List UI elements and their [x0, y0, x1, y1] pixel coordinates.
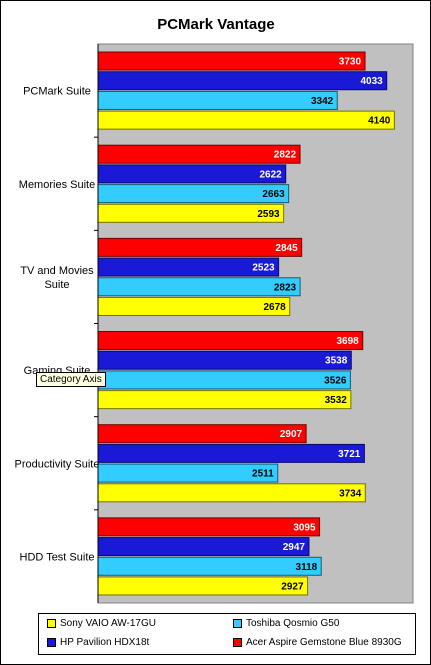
legend-label-toshiba: Toshiba Qosmio G50 [246, 618, 340, 629]
bar [97, 517, 321, 537]
data-label: 2822 [274, 150, 297, 161]
data-label: 2947 [283, 542, 306, 553]
data-label: 2622 [259, 169, 282, 180]
data-label: 3734 [339, 488, 362, 499]
bar [97, 350, 352, 370]
bar [97, 277, 301, 297]
data-label: 2845 [275, 243, 298, 254]
data-label: 2593 [257, 209, 280, 220]
data-label: 3095 [293, 522, 316, 533]
plot-area: PCMark Suite 3730 4033 3342 4140 Memories Sui… [15, 43, 414, 604]
bar [97, 144, 301, 164]
bar [97, 296, 291, 316]
data-label: 2823 [274, 282, 297, 293]
bar [97, 331, 364, 351]
category-label: Suite [44, 279, 69, 291]
bar [97, 90, 338, 110]
bar [97, 184, 290, 204]
category-axis-tooltip: Category Axis [36, 372, 106, 387]
legend-label-acer: Acer Aspire Gemstone Blue 8930G [246, 637, 402, 648]
chart-title: PCMark Vantage [157, 16, 275, 33]
bar [97, 576, 309, 596]
data-label: 2523 [252, 263, 275, 274]
bar [97, 443, 365, 463]
bar [97, 164, 287, 184]
legend-label-sony: Sony VAIO AW-17GU [60, 618, 156, 629]
bar [97, 390, 352, 410]
data-label: 2511 [252, 469, 274, 480]
legend-item-acer: Acer Aspire Gemstone Blue 8930G [233, 637, 402, 648]
bar [97, 463, 279, 483]
data-label: 3730 [339, 57, 362, 68]
bar [97, 537, 310, 557]
bar [97, 203, 285, 223]
bar [97, 483, 366, 503]
bar [97, 51, 366, 71]
legend-swatch-acer [233, 638, 242, 647]
legend-item-hp: HP Pavilion HDX18t [47, 637, 149, 648]
bar [97, 237, 303, 257]
data-label: 2927 [281, 581, 304, 592]
data-label: 3532 [325, 395, 348, 406]
plot-background [97, 43, 414, 604]
category-label: Memories Suite [19, 179, 95, 191]
legend-item-toshiba: Toshiba Qosmio G50 [233, 618, 339, 629]
data-label: 3698 [336, 336, 359, 347]
data-label: 2678 [263, 302, 286, 313]
data-label: 3526 [324, 375, 347, 386]
data-label: 3342 [311, 96, 334, 107]
legend-swatch-sony [47, 619, 56, 628]
data-label: 2907 [280, 429, 303, 440]
category-label: HDD Test Suite [20, 551, 95, 563]
data-label: 4033 [360, 76, 383, 87]
data-label: 3721 [338, 449, 361, 460]
data-label: 3538 [325, 356, 348, 367]
data-label: 3118 [296, 562, 318, 573]
legend-item-sony: Sony VAIO AW-17GU [47, 618, 156, 629]
data-label: 4140 [368, 116, 391, 127]
data-label: 2663 [262, 189, 285, 200]
category-label: Productivity Suite [15, 458, 100, 470]
bar [97, 71, 388, 91]
legend-label-hp: HP Pavilion HDX18t [60, 637, 150, 648]
bar [97, 370, 351, 390]
bar [97, 424, 307, 444]
category-label: PCMark Suite [23, 86, 91, 98]
category-label: TV and Movies [20, 265, 94, 277]
bar [97, 110, 395, 130]
legend-swatch-toshiba [233, 619, 242, 628]
chart-legend: Sony VAIO AW-17GU Toshiba Qosmio G50 HP … [38, 613, 416, 655]
bar [97, 556, 322, 576]
legend-swatch-hp [47, 638, 56, 647]
